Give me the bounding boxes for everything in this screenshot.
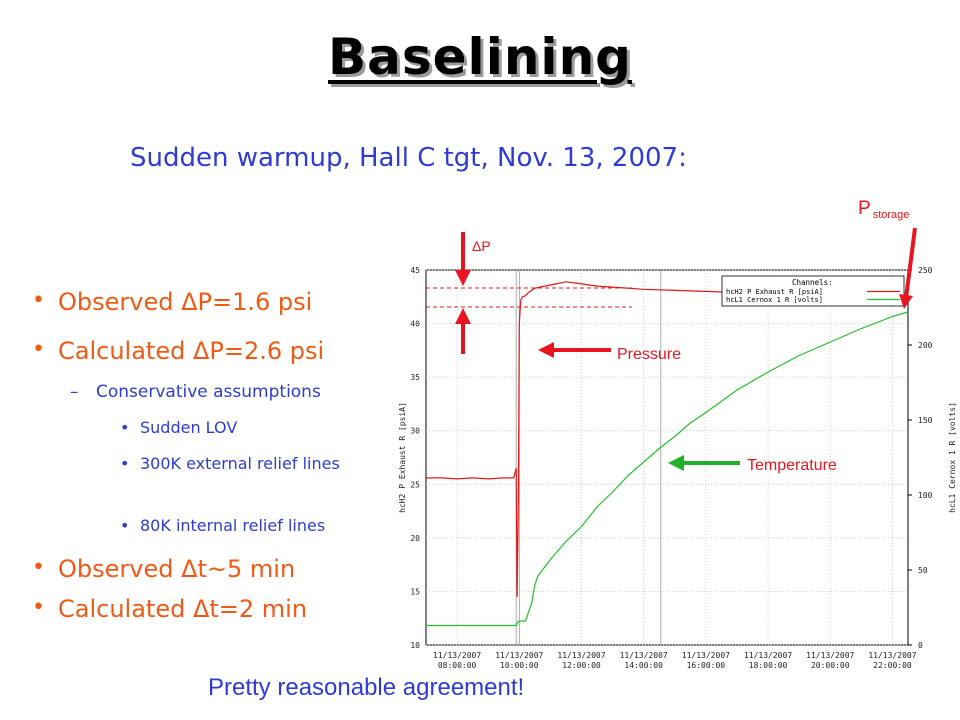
slide-title: Baselining bbox=[0, 28, 960, 86]
bullet-dot-icon: • bbox=[32, 337, 45, 362]
bullet-dot-icon: • bbox=[120, 516, 130, 535]
x-tick-time-label: 10:00:00 bbox=[500, 661, 539, 670]
legend-entry-label: hcH2 P Exhaust R [psiA] bbox=[726, 288, 823, 296]
x-tick-date-label: 11/13/2007 bbox=[557, 651, 605, 660]
sub-bullet-text: Conservative assumptions bbox=[96, 382, 321, 402]
x-tick-date-label: 11/13/2007 bbox=[433, 651, 481, 660]
right-tick-label: 250 bbox=[918, 266, 933, 275]
sub-sub-bullet-lov: • Sudden LOV bbox=[120, 416, 410, 440]
left-tick-label: 25 bbox=[410, 480, 420, 489]
delta-p-down-arrow-head bbox=[455, 270, 471, 286]
legend-entry-label: hcL1 Cernox 1 R [volts] bbox=[726, 296, 823, 304]
left-tick-label: 45 bbox=[410, 266, 420, 275]
p-storage-arrow-head bbox=[899, 294, 913, 309]
left-tick-label: 40 bbox=[410, 320, 420, 329]
pressure-label: Pressure bbox=[617, 346, 681, 363]
delta-p-label: ΔP bbox=[472, 238, 491, 254]
left-axis-label: hcH2 P Exhaust R [psiA] bbox=[398, 402, 407, 513]
x-tick-time-label: 18:00:00 bbox=[749, 661, 788, 670]
sub-sub-bullet-text: 80K internal relief lines bbox=[140, 516, 326, 535]
plot-layer: 10 15 20 25 30 35 40 45 0 50 100 150 200 250 11/13/200… bbox=[398, 266, 957, 670]
series-line-temperature bbox=[426, 311, 909, 627]
left-tick-label: 35 bbox=[410, 373, 420, 382]
temperature-arrow-head bbox=[668, 455, 684, 471]
bullet-dot-icon: • bbox=[32, 555, 45, 580]
x-tick-date-label: 11/13/2007 bbox=[620, 651, 668, 660]
slide-subtitle: Sudden warmup, Hall C tgt, Nov. 13, 2007… bbox=[130, 143, 687, 173]
slide-title-text: Baselining bbox=[328, 28, 632, 86]
plot-area bbox=[425, 269, 909, 646]
sub-sub-bullet-external: • 300K external relief lines bbox=[120, 452, 390, 476]
bullet-text: Observed ΔP=1.6 psi bbox=[58, 288, 313, 316]
p-storage-arrow-shaft bbox=[904, 227, 917, 299]
right-tick-label: 150 bbox=[918, 416, 933, 425]
x-tick-time-label: 22:00:00 bbox=[873, 661, 912, 670]
dash-icon: – bbox=[70, 382, 79, 402]
bullet-text: Calculated ΔP=2.6 psi bbox=[58, 337, 325, 365]
bullet-dot-icon: • bbox=[32, 595, 45, 620]
delta-p-up-arrow-head bbox=[455, 308, 471, 324]
pressure-arrow-head bbox=[538, 342, 554, 358]
left-tick-label: 30 bbox=[410, 427, 420, 436]
temperature-label: Temperature bbox=[747, 457, 837, 474]
sub-sub-bullet-text: 300K external relief lines bbox=[140, 454, 340, 473]
sub-sub-bullet-text: Sudden LOV bbox=[140, 418, 238, 437]
x-tick-time-label: 12:00:00 bbox=[562, 661, 601, 670]
x-tick-date-label: 11/13/2007 bbox=[682, 651, 730, 660]
x-tick-date-label: 11/13/2007 bbox=[806, 651, 854, 660]
right-tick-label: 200 bbox=[918, 341, 933, 350]
x-tick-time-label: 14:00:00 bbox=[624, 661, 663, 670]
x-tick-date-label: 11/13/2007 bbox=[495, 651, 543, 660]
left-tick-label: 15 bbox=[410, 587, 420, 596]
bullet-text: Observed Δt~5 min bbox=[58, 555, 296, 583]
x-tick-date-label: 11/13/2007 bbox=[868, 651, 916, 660]
bullet-dot-icon: • bbox=[32, 288, 45, 313]
right-tick-label: 50 bbox=[918, 566, 928, 575]
x-tick-time-label: 16:00:00 bbox=[687, 661, 726, 670]
right-axis-label: hcL1 Cernox 1 R [volts] bbox=[948, 402, 957, 513]
bullet-text: Calculated Δt=2 min bbox=[58, 595, 308, 623]
sub-sub-bullet-internal: • 80K internal relief lines bbox=[120, 514, 410, 538]
bullet-dot-icon: • bbox=[120, 454, 130, 473]
legend-title: Channels: bbox=[792, 278, 833, 287]
x-tick-time-label: 20:00:00 bbox=[811, 661, 850, 670]
bullet-observed-dp: • Observed ΔP=1.6 psi bbox=[32, 288, 313, 316]
sub-bullet-conservative: – Conservative assumptions bbox=[70, 382, 321, 402]
bullet-calculated-dp: • Calculated ΔP=2.6 psi bbox=[32, 337, 325, 365]
bullet-dot-icon: • bbox=[120, 418, 130, 437]
left-tick-label: 20 bbox=[410, 534, 420, 543]
conclusion-text: Pretty reasonable agreement! bbox=[208, 674, 525, 701]
right-tick-label: 0 bbox=[918, 641, 923, 650]
right-tick-label: 100 bbox=[918, 491, 933, 500]
bullet-observed-dt: • Observed Δt~5 min bbox=[32, 555, 296, 583]
x-tick-date-label: 11/13/2007 bbox=[744, 651, 792, 660]
left-tick-label: 10 bbox=[410, 641, 420, 650]
bullet-calculated-dt: • Calculated Δt=2 min bbox=[32, 595, 308, 623]
x-tick-time-label: 08:00:00 bbox=[438, 661, 477, 670]
